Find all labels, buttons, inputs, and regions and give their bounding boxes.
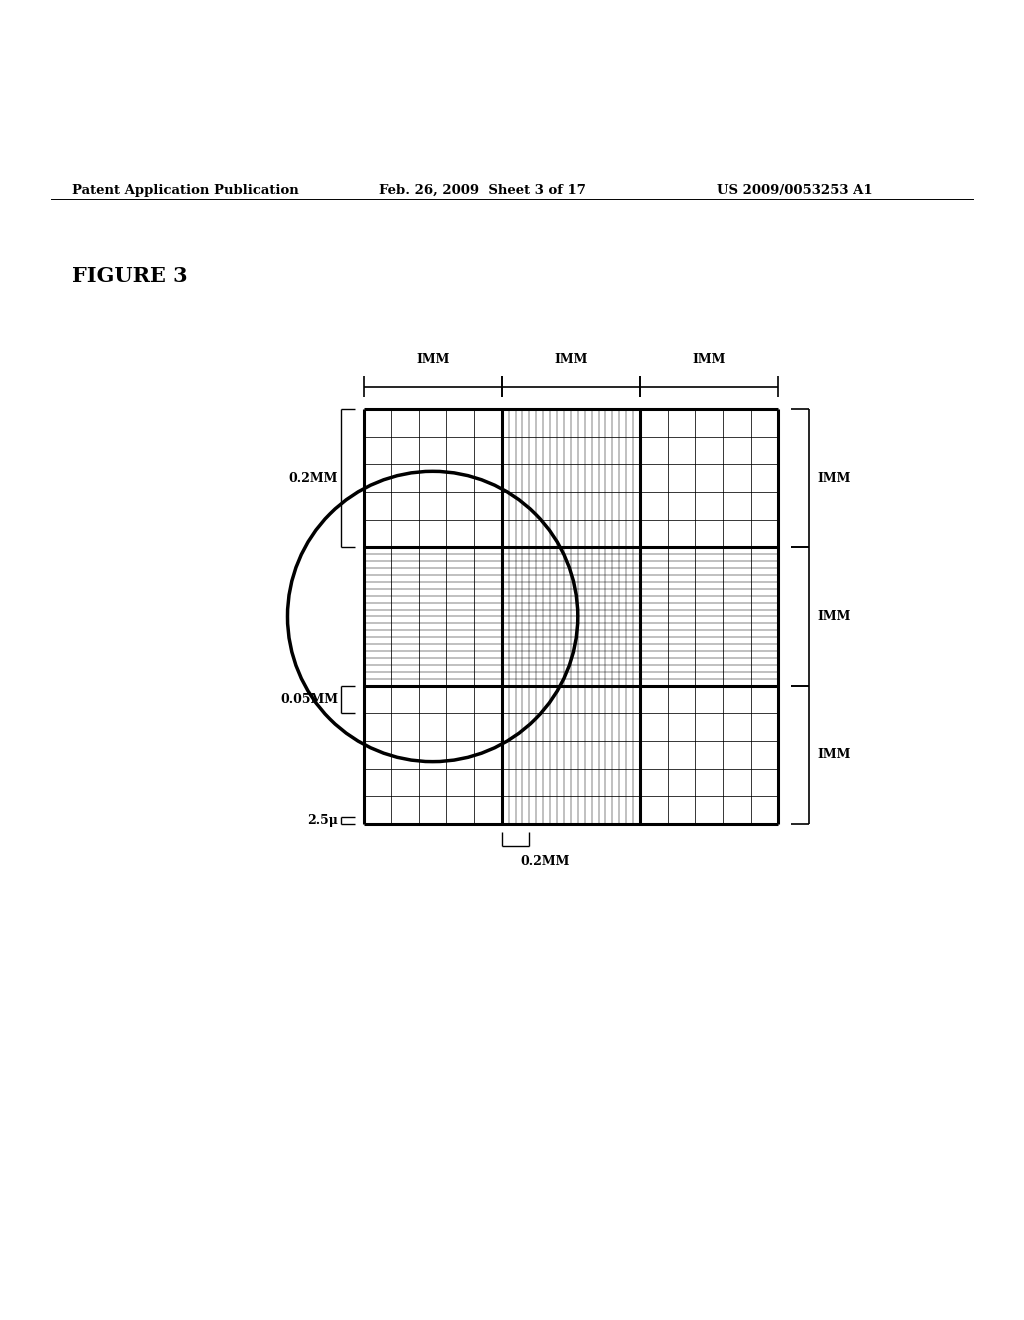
Text: Patent Application Publication: Patent Application Publication — [72, 183, 298, 197]
Text: 0.2MM: 0.2MM — [289, 471, 338, 484]
Text: IMM: IMM — [692, 354, 726, 366]
Text: IMM: IMM — [554, 354, 588, 366]
Text: US 2009/0053253 A1: US 2009/0053253 A1 — [717, 183, 872, 197]
Text: IMM: IMM — [817, 471, 851, 484]
Text: 0.2MM: 0.2MM — [521, 854, 570, 867]
Text: IMM: IMM — [817, 610, 851, 623]
Text: IMM: IMM — [817, 748, 851, 762]
Text: IMM: IMM — [416, 354, 450, 366]
Text: 0.05MM: 0.05MM — [280, 693, 338, 706]
Text: Feb. 26, 2009  Sheet 3 of 17: Feb. 26, 2009 Sheet 3 of 17 — [379, 183, 586, 197]
Text: 2.5μ: 2.5μ — [307, 814, 338, 826]
Text: FIGURE 3: FIGURE 3 — [72, 265, 187, 285]
